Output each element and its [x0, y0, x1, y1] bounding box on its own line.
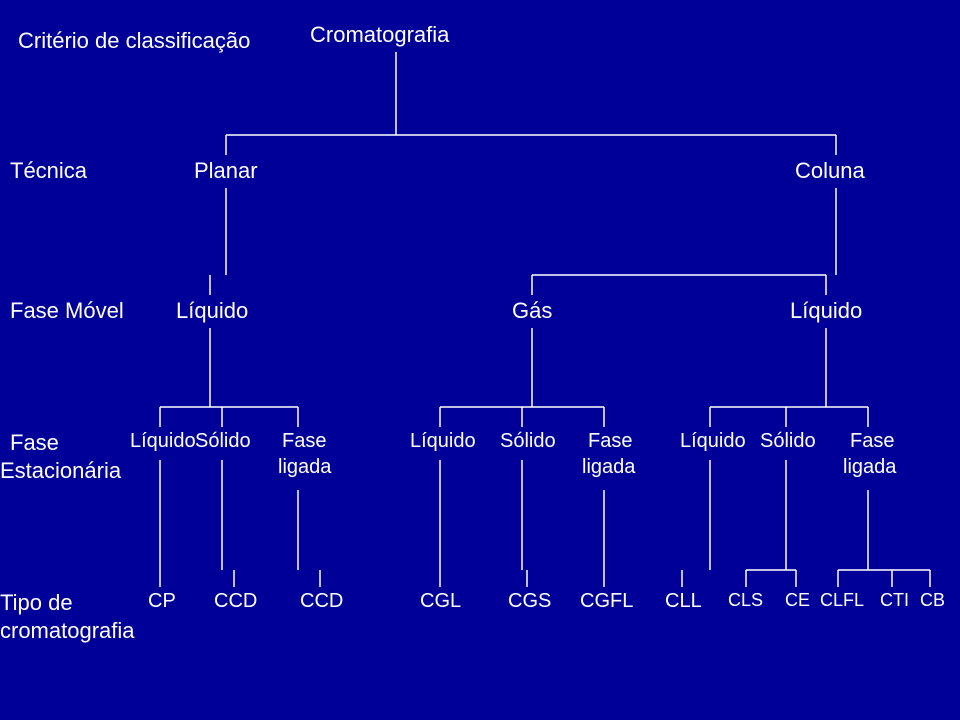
node-cp: CP	[148, 590, 176, 613]
node-cls: CLS	[728, 590, 763, 611]
node-liquido-1: Líquido	[176, 298, 248, 324]
node-cgl: CGL	[420, 590, 461, 613]
node-r4-7: Sólido	[760, 430, 816, 453]
node-cgs: CGS	[508, 590, 551, 613]
row-tipo-label-l1: Tipo de	[0, 590, 73, 616]
node-planar: Planar	[194, 158, 258, 184]
node-ce: CE	[785, 590, 810, 611]
node-gas: Gás	[512, 298, 552, 324]
node-r4-6: Líquido	[680, 430, 746, 453]
row-faseestac-label-l2: Estacionária	[0, 458, 121, 484]
node-r4-8b: ligada	[843, 456, 896, 479]
node-r4-4: Sólido	[500, 430, 556, 453]
node-cll: CLL	[665, 590, 702, 613]
node-liquido-2: Líquido	[790, 298, 862, 324]
tree-connectors	[0, 0, 960, 720]
node-ccd1: CCD	[214, 590, 257, 613]
node-cb: CB	[920, 590, 945, 611]
node-r4-8a: Fase	[850, 430, 894, 453]
node-cgfl: CGFL	[580, 590, 633, 613]
row-fasemovel-label: Fase Móvel	[10, 298, 124, 324]
row-tipo-label-l2: cromatografia	[0, 618, 135, 644]
node-cti: CTI	[880, 590, 909, 611]
node-r4-3: Líquido	[410, 430, 476, 453]
node-coluna: Coluna	[795, 158, 865, 184]
node-r4-2a: Fase	[282, 430, 326, 453]
row-faseestac-label-l1: Fase	[10, 430, 59, 456]
node-r4-1: Sólido	[195, 430, 251, 453]
node-r4-5a: Fase	[588, 430, 632, 453]
root-node: Cromatografia	[310, 22, 449, 48]
row-tecnica-label: Técnica	[10, 158, 87, 184]
node-r4-2b: ligada	[278, 456, 331, 479]
criterion-heading: Critério de classificação	[18, 28, 250, 54]
node-clfl: CLFL	[820, 590, 864, 611]
node-ccd2: CCD	[300, 590, 343, 613]
node-r4-5b: ligada	[582, 456, 635, 479]
node-r4-0: Líquido	[130, 430, 196, 453]
